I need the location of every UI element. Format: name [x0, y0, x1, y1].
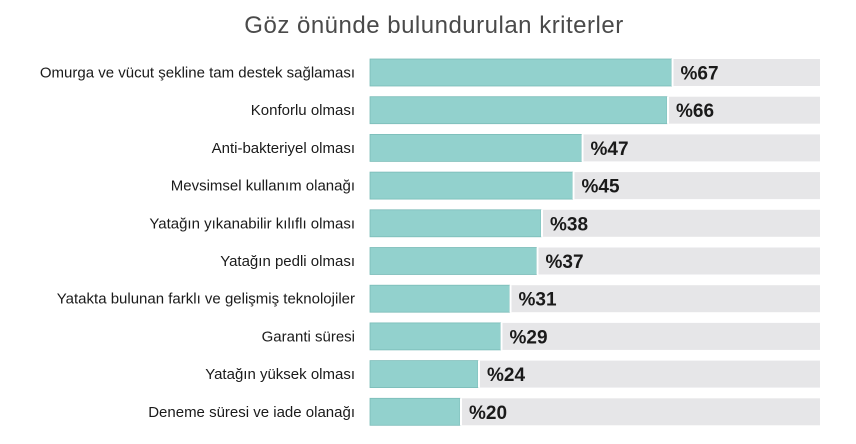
bar-divider	[509, 285, 512, 313]
bar	[369, 96, 668, 125]
bar	[369, 133, 582, 162]
category-label: Yatağın pedli olması	[220, 253, 355, 270]
value-label: %29	[510, 327, 548, 348]
value-label: %37	[546, 252, 584, 273]
category-label: Deneme süresi ve iade olanağı	[148, 404, 355, 421]
bar	[369, 284, 510, 313]
bar-row: Deneme süresi ve iade olanağı %20	[148, 397, 820, 426]
value-label: %31	[519, 290, 557, 311]
category-label: Yatakta bulunan farklı ve gelişmiş tekno…	[57, 291, 355, 308]
bar-divider	[572, 172, 575, 200]
bar	[369, 360, 479, 389]
bar-divider	[581, 134, 584, 162]
bar-row: Garanti süresi %29	[262, 322, 820, 351]
bar-divider	[460, 398, 462, 426]
category-label: Yatağın yüksek olması	[205, 366, 355, 383]
bar-row: Yatakta bulunan farklı ve gelişmiş tekno…	[57, 284, 820, 313]
value-label: %66	[676, 101, 714, 122]
category-label: Omurga ve vücut şekline tam destek sağla…	[40, 65, 355, 82]
bar-row: Mevsimsel kullanım olanağı %45	[171, 171, 820, 200]
bar	[369, 58, 672, 87]
value-label: %38	[550, 214, 588, 235]
bar-divider	[667, 96, 669, 124]
bar-row: Yatağın yıkanabilir kılıflı olması %38	[149, 209, 820, 238]
value-label: %24	[487, 365, 525, 386]
bar-divider	[500, 322, 503, 350]
bar-divider	[671, 59, 674, 86]
bar-divider	[536, 247, 539, 275]
category-label: Mevsimsel kullanım olanağı	[171, 178, 355, 195]
bar-row: Omurga ve vücut şekline tam destek sağla…	[40, 58, 820, 87]
bar-row: Anti-bakteriyel olması %47	[212, 133, 820, 162]
category-label: Garanti süresi	[262, 328, 355, 345]
category-label: Yatağın yıkanabilir kılıflı olması	[149, 215, 355, 232]
bar	[369, 209, 542, 238]
category-label: Anti-bakteriyel olması	[212, 140, 355, 157]
value-label: %47	[591, 139, 629, 160]
bar-row: Yatağın yüksek olması %24	[205, 360, 820, 389]
bar-divider	[478, 360, 480, 388]
value-label: %67	[681, 64, 719, 85]
bar	[369, 322, 501, 351]
bar-row: Yatağın pedli olması %37	[220, 247, 820, 275]
bar	[369, 171, 573, 200]
value-label: %45	[582, 177, 620, 198]
value-label: %20	[469, 403, 507, 424]
bar	[369, 247, 537, 275]
chart-title: Göz önünde bulundurulan kriterler	[244, 12, 624, 39]
bar	[369, 397, 461, 426]
bar-row: Konforlu olması %66	[251, 96, 820, 125]
bar-divider	[541, 209, 543, 237]
category-label: Konforlu olması	[251, 102, 355, 119]
